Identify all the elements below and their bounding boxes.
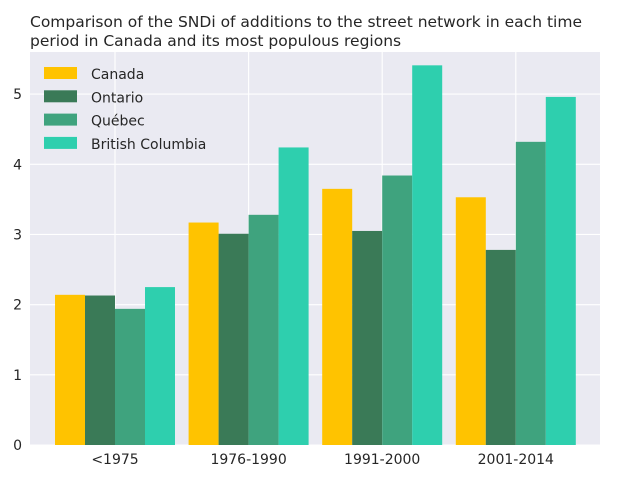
y-axis: 0 1 2 3 4 5 bbox=[13, 87, 22, 454]
bar-canada-1 bbox=[188, 222, 219, 445]
x-tick-label: 2001-2014 bbox=[478, 452, 554, 468]
legend-label: Ontario bbox=[91, 90, 143, 106]
legend-label: Canada bbox=[91, 67, 144, 83]
legend-label: Québec bbox=[91, 114, 145, 130]
x-tick-label: <1975 bbox=[91, 452, 138, 468]
bars bbox=[55, 65, 576, 446]
y-tick-label: 1 bbox=[13, 368, 22, 384]
chart-title-line-2: period in Canada and its most populous r… bbox=[30, 32, 401, 50]
bar-ontario-2 bbox=[352, 230, 383, 445]
bar-british-columbia-2 bbox=[412, 65, 443, 446]
chart-title-line-1: Comparison of the SNDi of additions to t… bbox=[30, 13, 582, 31]
bar-ontario-0 bbox=[85, 295, 115, 445]
bar-british-columbia-0 bbox=[145, 287, 175, 445]
bar-ontario-3 bbox=[485, 249, 516, 445]
bar-qu-bec-3 bbox=[515, 141, 546, 446]
bar-british-columbia-1 bbox=[278, 147, 309, 445]
x-axis: <1975 1976-1990 1991-2000 2001-2014 bbox=[91, 452, 554, 468]
bar-ontario-1 bbox=[218, 233, 249, 445]
x-tick-label: 1976-1990 bbox=[210, 452, 286, 468]
y-tick-label: 4 bbox=[13, 157, 22, 173]
y-tick-label: 5 bbox=[13, 87, 22, 103]
legend: Canada Ontario Québec British Columbia bbox=[44, 67, 206, 153]
bar-canada-2 bbox=[322, 188, 353, 446]
bar-qu-bec-0 bbox=[115, 308, 145, 445]
y-tick-label: 0 bbox=[13, 438, 22, 454]
bar-qu-bec-2 bbox=[382, 175, 413, 445]
legend-swatch bbox=[44, 67, 77, 79]
bar-canada-0 bbox=[55, 294, 85, 445]
bar-qu-bec-1 bbox=[248, 214, 279, 445]
bar-british-columbia-3 bbox=[545, 96, 576, 446]
legend-label: British Columbia bbox=[91, 137, 206, 153]
legend-swatch bbox=[44, 113, 77, 126]
bar-canada-3 bbox=[455, 197, 486, 445]
x-tick-label: 1991-2000 bbox=[344, 452, 420, 468]
y-tick-label: 3 bbox=[13, 227, 22, 243]
legend-swatch bbox=[44, 136, 77, 149]
legend-swatch bbox=[44, 90, 77, 103]
y-tick-label: 2 bbox=[13, 298, 22, 314]
